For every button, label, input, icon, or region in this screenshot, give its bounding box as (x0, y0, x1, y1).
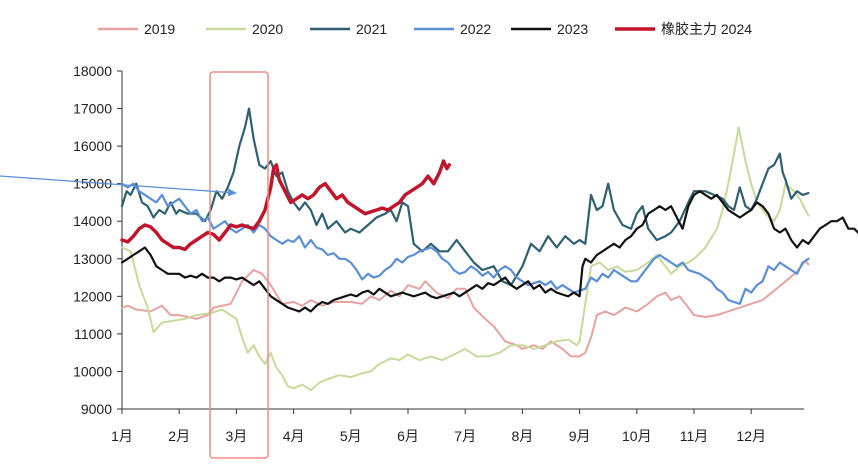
y-tick-label: 15000 (73, 176, 112, 192)
x-tick-label: 6月 (397, 428, 419, 444)
y-tick-label: 16000 (73, 138, 112, 154)
legend-label-4: 2023 (557, 21, 588, 37)
x-tick-label: 4月 (283, 428, 305, 444)
y-tick-label: 11000 (74, 326, 112, 342)
x-tick-label: 11月 (680, 428, 709, 444)
series-line-1 (121, 126, 810, 392)
x-tick-label: 10月 (622, 428, 652, 444)
legend: 2019 2020 2021 2022 2023 橡胶主力 2024 (98, 21, 752, 37)
x-tick-label: 3月 (226, 428, 248, 444)
y-axis: 9000 10000 11000 12000 13000 14000 15000 16000 1… (73, 63, 123, 417)
y-tick-label: 13000 (73, 251, 112, 267)
series-line-0 (121, 259, 810, 358)
legend-label-1: 2020 (252, 21, 283, 37)
x-tick-label: 7月 (454, 428, 476, 444)
series-group (120, 107, 858, 392)
x-tick-label: 5月 (340, 428, 362, 444)
legend-label-2: 2021 (356, 21, 387, 37)
x-axis: 1月 2月 3月 4月 5月 6月 7月 8月 9月 10月 11月 12月 (111, 408, 804, 444)
y-tick-label: 10000 (73, 363, 112, 379)
series-line-2 (120, 107, 810, 287)
y-tick-label: 12000 (73, 288, 112, 304)
series-line-3 (120, 182, 810, 305)
march-highlight-box (209, 71, 269, 459)
legend-label-0: 2019 (144, 21, 175, 37)
x-tick-label: 12月 (736, 428, 766, 444)
legend-label-5: 橡胶主力 2024 (661, 21, 752, 37)
legend-label-3: 2022 (460, 21, 491, 37)
y-tick-label: 14000 (73, 213, 112, 229)
series-line-4 (120, 190, 858, 313)
x-tick-label: 8月 (512, 428, 534, 444)
x-tick-label: 9月 (569, 428, 591, 444)
series-line-5 (120, 159, 451, 252)
y-tick-label: 17000 (73, 101, 112, 117)
y-tick-label: 9000 (81, 401, 112, 417)
annotation-arrow (0, 175, 237, 197)
x-tick-label: 1月 (111, 428, 133, 444)
y-tick-label: 18000 (73, 63, 112, 79)
x-tick-label: 2月 (168, 428, 190, 444)
